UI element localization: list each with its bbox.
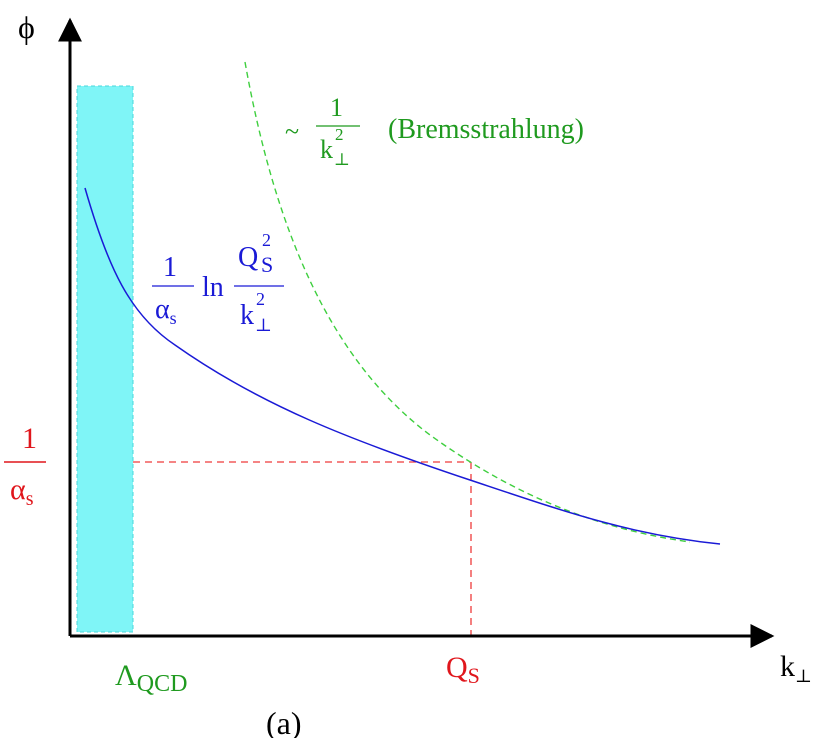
svg-text:⊥: ⊥ <box>255 315 272 335</box>
svg-text:Q: Q <box>238 242 258 273</box>
qs-label: QS <box>446 651 480 688</box>
svg-text:k: k <box>320 135 333 164</box>
svg-text:ln: ln <box>202 272 224 303</box>
svg-text:~: ~ <box>285 117 299 146</box>
svg-text:S: S <box>261 252 273 277</box>
svg-text:αs: αs <box>155 294 177 328</box>
nonperturbative-band <box>76 85 134 633</box>
log-curve <box>84 187 721 545</box>
svg-text:αs: αs <box>10 473 34 510</box>
figure-caption: (a) <box>266 705 302 738</box>
svg-text:1: 1 <box>330 93 343 122</box>
svg-text:1: 1 <box>163 252 177 283</box>
svg-text:k: k <box>240 300 254 331</box>
svg-text:(Bremsstrahlung): (Bremsstrahlung) <box>388 114 584 145</box>
svg-text:2: 2 <box>256 289 265 309</box>
log-curve-formula: 1 αs ln Q 2 S k 2 ⊥ <box>152 230 284 335</box>
lambda-qcd-label: ΛQCD <box>115 659 187 697</box>
svg-text:1: 1 <box>22 422 37 455</box>
inv-alpha-label: 1 αs <box>4 422 46 510</box>
svg-text:2: 2 <box>262 230 271 250</box>
x-axis-label: k⊥ <box>780 650 812 686</box>
svg-text:⊥: ⊥ <box>334 150 350 169</box>
svg-text:2: 2 <box>335 125 344 144</box>
y-axis-label: ϕ <box>18 9 35 45</box>
bremsstrahlung-formula: ~ 1 k 2 ⊥ (Bremsstrahlung) <box>285 93 584 169</box>
